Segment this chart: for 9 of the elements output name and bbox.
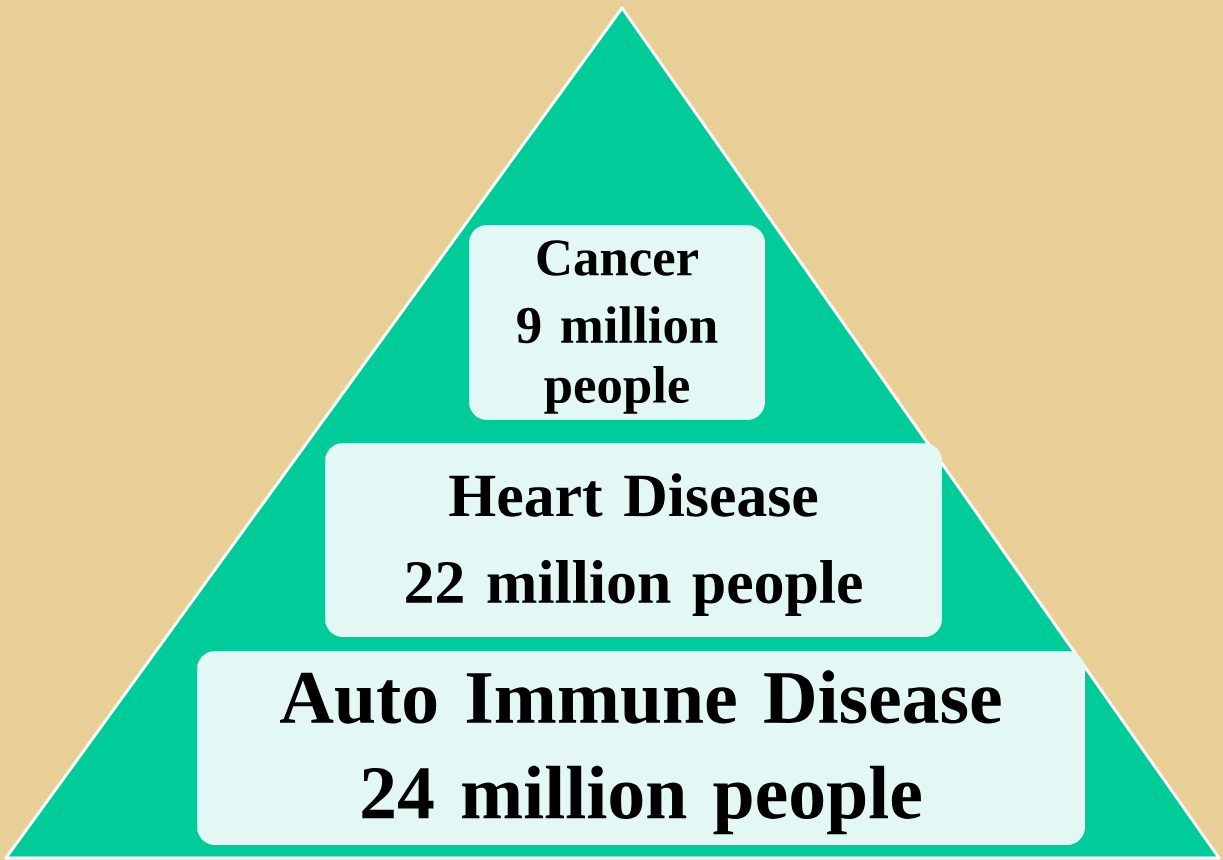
- category-label: Auto Immune Disease: [280, 670, 1001, 724]
- text: million people: [544, 306, 718, 414]
- category-label: Heart Disease: [449, 473, 818, 517]
- category-label: Cancer: [537, 240, 698, 276]
- text: million people: [487, 559, 862, 617]
- data-label: 24: [362, 768, 434, 819]
- data-label: 9: [517, 307, 541, 344]
- data-label: 22: [406, 561, 463, 603]
- text: million people: [462, 765, 921, 835]
